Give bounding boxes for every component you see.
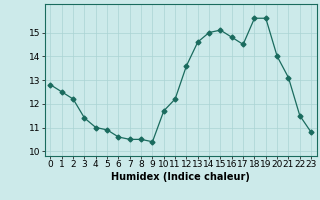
X-axis label: Humidex (Indice chaleur): Humidex (Indice chaleur) (111, 172, 250, 182)
